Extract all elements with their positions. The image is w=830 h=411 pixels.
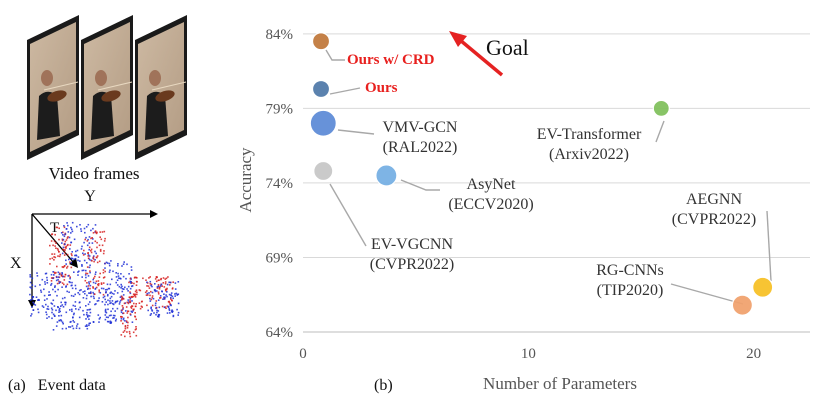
event-point-cloud [29, 221, 180, 338]
data-label-asynet: AsyNet [467, 176, 516, 193]
violin-icon [47, 90, 67, 102]
violinist-body-icon [37, 91, 60, 140]
x-tick-label: 0 [299, 346, 307, 362]
y-tick-label: 74% [266, 176, 294, 192]
data-label-venue-asynet: (ECCV2020) [448, 196, 533, 213]
data-point-ours-crd [311, 32, 331, 51]
video-frame-1 [27, 15, 79, 160]
subfigure-b-caption: (b) [374, 377, 393, 394]
leader-line-ours [329, 87, 361, 95]
event-axis-t-label: T [50, 220, 59, 236]
leader-line-asynet [400, 179, 440, 191]
y-tick-label: 69% [266, 250, 294, 266]
violin-icon [155, 90, 175, 102]
data-label-ours-crd: Ours w/ CRD [347, 52, 435, 68]
leader-line-ev-transformer [655, 120, 665, 143]
x-axis-label: Number of Parameters [483, 374, 637, 393]
data-label-aegnn: AEGNN [686, 191, 742, 208]
x-tick-label: 10 [521, 346, 536, 362]
label-leader-lines [325, 49, 772, 305]
violinist-head-icon [149, 70, 161, 86]
data-point-rg-cnns [731, 294, 754, 316]
subfigure-a-caption: (a) Event data [8, 377, 106, 394]
y-tick-label: 84% [266, 27, 294, 43]
chart-gridlines [303, 33, 810, 258]
video-frame-2 [81, 15, 133, 160]
data-label-ev-vgcnn: EV-VGCNN [371, 236, 454, 253]
data-label-venue-vmv-gcn: (RAL2022) [383, 139, 458, 156]
data-points [309, 32, 774, 316]
leader-line-ours-crd [325, 49, 345, 61]
x-tick-label: 20 [746, 346, 761, 362]
data-point-aegnn [752, 276, 774, 298]
data-point-labels: Ours w/ CRD Ours VMV-GCN (RAL2022) EV-VGCNN (… [347, 52, 756, 299]
goal-arrow [449, 31, 504, 77]
y-tick-label: 79% [266, 101, 294, 117]
goal-label: Goal [486, 35, 529, 60]
left-panel-graphic: Video frames Y T X (a) Event data [8, 15, 187, 394]
data-label-venue-ev-transformer: (Arxiv2022) [549, 146, 629, 163]
violinist-head-icon [41, 70, 53, 86]
left-panel: Video frames Y T X (a) Event data [0, 0, 190, 406]
leader-line-vmv-gcn [337, 129, 375, 135]
event-axis-y-label: Y [84, 188, 96, 205]
y-axis-label: Accuracy [236, 147, 255, 213]
video-frame-3 [135, 15, 187, 160]
event-axis-x-label: X [10, 255, 22, 272]
x-tick-labels: 0 10 20 [299, 346, 761, 362]
video-frames-caption: Video frames [48, 164, 139, 183]
data-label-rg-cnns: RG-CNNs [596, 262, 664, 279]
violinist-head-icon [95, 70, 107, 86]
violinist-body-icon [91, 91, 114, 140]
leader-line-ev-vgcnn [329, 183, 367, 247]
leader-line-aegnn [766, 210, 772, 282]
data-label-venue-ev-vgcnn: (CVPR2022) [370, 256, 454, 273]
data-label-ev-transformer: EV-Transformer [537, 126, 642, 143]
data-point-ev-vgcnn [313, 160, 334, 182]
data-point-ev-transformer [652, 99, 670, 117]
data-label-ours: Ours [365, 80, 398, 96]
violinist-body-icon [145, 91, 168, 140]
violin-icon [101, 90, 121, 102]
data-point-vmv-gcn [309, 109, 337, 137]
data-label-venue-aegnn: (CVPR2022) [672, 211, 756, 228]
data-point-ours [311, 79, 331, 99]
goal-arrow-head-icon [449, 31, 467, 47]
y-tick-labels: 64% 69% 74% 79% 84% [266, 27, 294, 341]
data-label-vmv-gcn: VMV-GCN [383, 119, 458, 136]
data-point-asynet [375, 164, 398, 187]
leader-line-rg-cnns [670, 283, 744, 305]
data-label-venue-rg-cnns: (TIP2020) [597, 282, 664, 299]
y-tick-label: 64% [266, 325, 294, 341]
